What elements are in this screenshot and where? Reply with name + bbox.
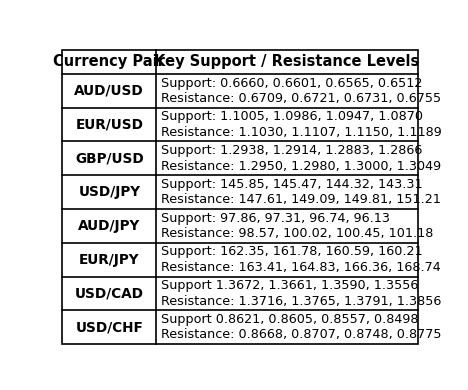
Text: Resistance: 0.8668, 0.8707, 0.8748, 0.8775: Resistance: 0.8668, 0.8707, 0.8748, 0.87… xyxy=(161,328,442,342)
Text: Support: 1.1005, 1.0986, 1.0947, 1.0870: Support: 1.1005, 1.0986, 1.0947, 1.0870 xyxy=(161,110,423,123)
Text: Resistance: 1.3716, 1.3765, 1.3791, 1.3856: Resistance: 1.3716, 1.3765, 1.3791, 1.38… xyxy=(161,295,441,308)
Text: Resistance: 98.57, 100.02, 100.45, 101.18: Resistance: 98.57, 100.02, 100.45, 101.1… xyxy=(161,227,433,240)
Text: USD/JPY: USD/JPY xyxy=(78,185,140,199)
Text: Resistance: 0.6709, 0.6721, 0.6731, 0.6755: Resistance: 0.6709, 0.6721, 0.6731, 0.67… xyxy=(161,92,441,105)
Text: Support: 145.85, 145.47, 144.32, 143.31: Support: 145.85, 145.47, 144.32, 143.31 xyxy=(161,178,423,191)
Text: EUR/USD: EUR/USD xyxy=(75,118,143,131)
Text: AUD/USD: AUD/USD xyxy=(74,84,144,98)
Text: Support 1.3672, 1.3661, 1.3590, 1.3556: Support 1.3672, 1.3661, 1.3590, 1.3556 xyxy=(161,279,418,292)
Text: Resistance: 1.1030, 1.1107, 1.1150, 1.1189: Resistance: 1.1030, 1.1107, 1.1150, 1.11… xyxy=(161,126,442,139)
Text: EUR/JPY: EUR/JPY xyxy=(79,253,139,267)
Text: Currency Pair: Currency Pair xyxy=(53,54,165,69)
Text: AUD/JPY: AUD/JPY xyxy=(78,219,140,233)
Text: GBP/USD: GBP/USD xyxy=(75,151,144,165)
Text: Resistance: 1.2950, 1.2980, 1.3000, 1.3049: Resistance: 1.2950, 1.2980, 1.3000, 1.30… xyxy=(161,160,441,173)
Text: Resistance: 163.41, 164.83, 166.36, 168.74: Resistance: 163.41, 164.83, 166.36, 168.… xyxy=(161,261,441,274)
Text: Support: 0.6660, 0.6601, 0.6565, 0.6512: Support: 0.6660, 0.6601, 0.6565, 0.6512 xyxy=(161,76,423,90)
Text: Key Support / Resistance Levels: Key Support / Resistance Levels xyxy=(154,54,420,69)
Text: Support: 162.35, 161.78, 160.59, 160.21: Support: 162.35, 161.78, 160.59, 160.21 xyxy=(161,245,423,259)
Text: Support: 1.2938, 1.2914, 1.2883, 1.2866: Support: 1.2938, 1.2914, 1.2883, 1.2866 xyxy=(161,144,423,157)
Text: Support 0.8621, 0.8605, 0.8557, 0.8498: Support 0.8621, 0.8605, 0.8557, 0.8498 xyxy=(161,313,419,326)
Text: Support: 97.86, 97.31, 96.74, 96.13: Support: 97.86, 97.31, 96.74, 96.13 xyxy=(161,212,390,225)
Text: USD/CAD: USD/CAD xyxy=(75,286,144,300)
Text: USD/CHF: USD/CHF xyxy=(75,320,143,334)
Text: Resistance: 147.61, 149.09, 149.81, 151.21: Resistance: 147.61, 149.09, 149.81, 151.… xyxy=(161,193,441,206)
